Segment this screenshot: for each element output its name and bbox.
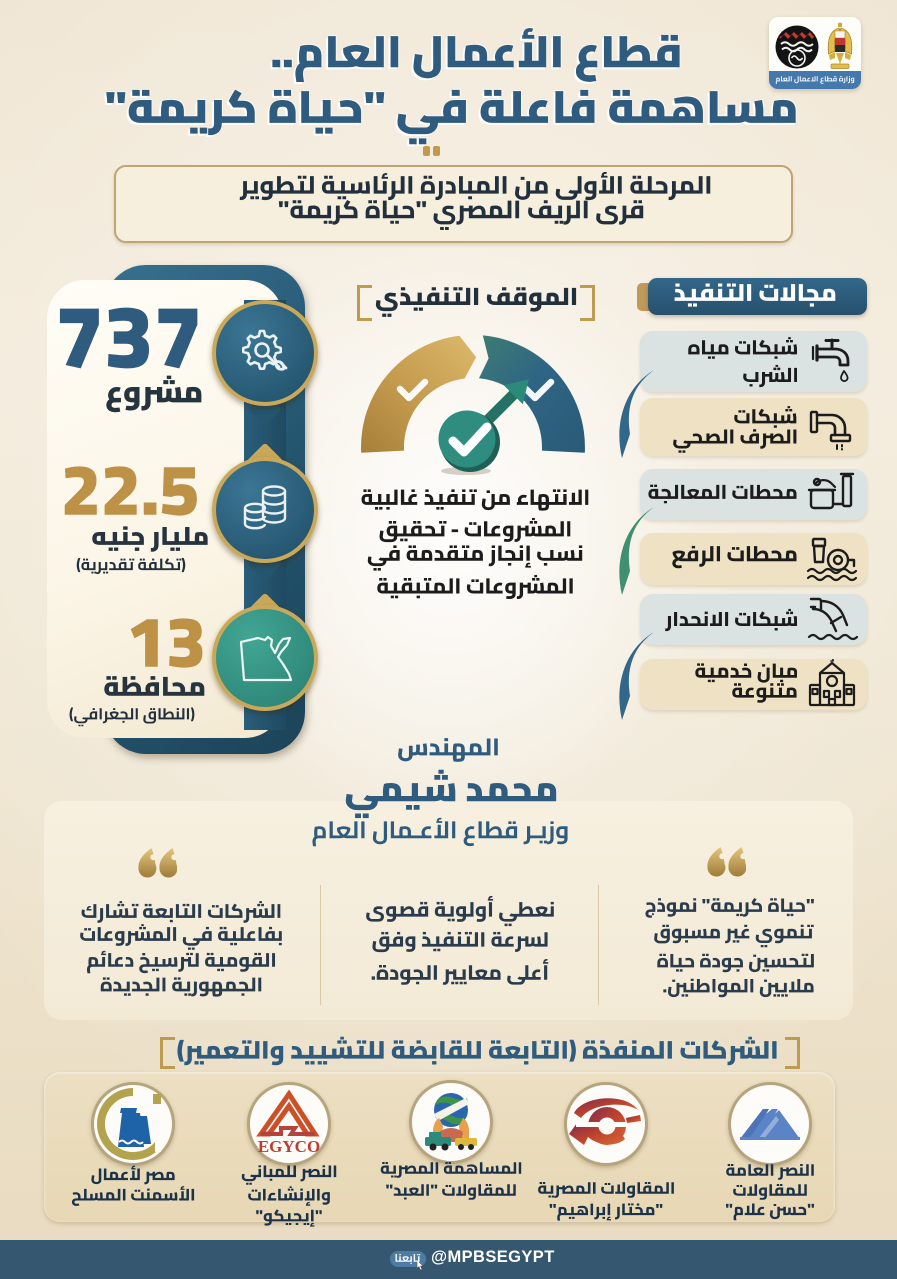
svg-text:EGYCO: EGYCO bbox=[258, 1137, 320, 1156]
